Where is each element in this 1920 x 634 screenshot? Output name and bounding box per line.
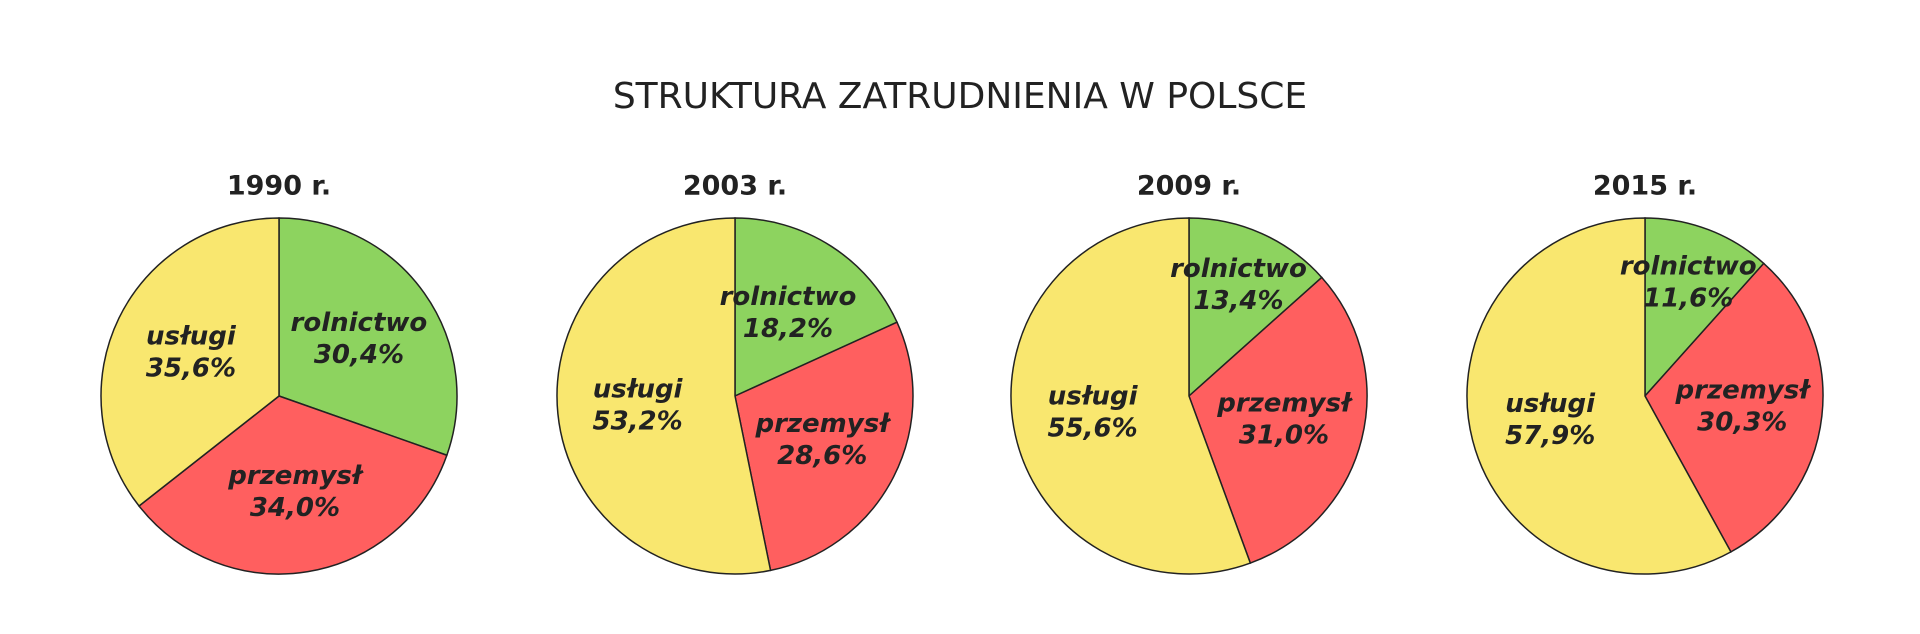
pie-slice [1010,217,1252,575]
pie-slice [1188,217,1323,398]
slice-label: przemysł [227,461,364,491]
value-label: 18,2% [743,314,833,344]
slice-label: usługi [1048,382,1139,412]
value-label: 57,9% [1505,421,1595,451]
value-label: 53,2% [592,406,682,436]
pie-slice [1644,262,1824,553]
value-label: 31,0% [1239,420,1329,450]
value-label: 13,4% [1193,286,1283,316]
pie-title: 2009 r. [1137,171,1241,202]
pie-title: 2015 r. [1593,171,1697,202]
pie-slice [100,217,280,508]
slice-label: usługi [1505,389,1596,419]
slice-label: rolnictwo [1170,254,1307,284]
slice-label: przemysł [1216,388,1353,418]
pie-slice [137,395,448,575]
slice-label: usługi [593,374,684,404]
slice-label: przemysł [754,409,891,439]
pie-title: 2003 r. [683,171,787,202]
pie-slice [278,217,458,457]
pie-slice [734,321,914,572]
pie-slice [1466,217,1732,575]
slice-label: usługi [146,322,237,352]
pie-slice [734,217,898,398]
slice-label: przemysł [1675,376,1812,406]
slice-label: rolnictwo [1620,251,1757,281]
pie-title: 1990 r. [227,171,331,202]
value-label: 34,0% [250,493,340,523]
value-label: 28,6% [777,441,867,471]
value-label: 30,4% [314,340,404,370]
chart-title: STRUKTURA ZATRUDNIENIA W POLSCE [613,76,1307,117]
value-label: 55,6% [1048,414,1138,444]
value-label: 11,6% [1643,283,1733,313]
value-label: 35,6% [146,354,236,384]
pie-slice [556,217,772,575]
slice-label: rolnictwo [291,308,428,338]
pie-slice [1644,217,1765,398]
value-label: 30,3% [1697,408,1787,438]
pie-slice [1188,276,1368,565]
slice-label: rolnictwo [720,282,857,312]
